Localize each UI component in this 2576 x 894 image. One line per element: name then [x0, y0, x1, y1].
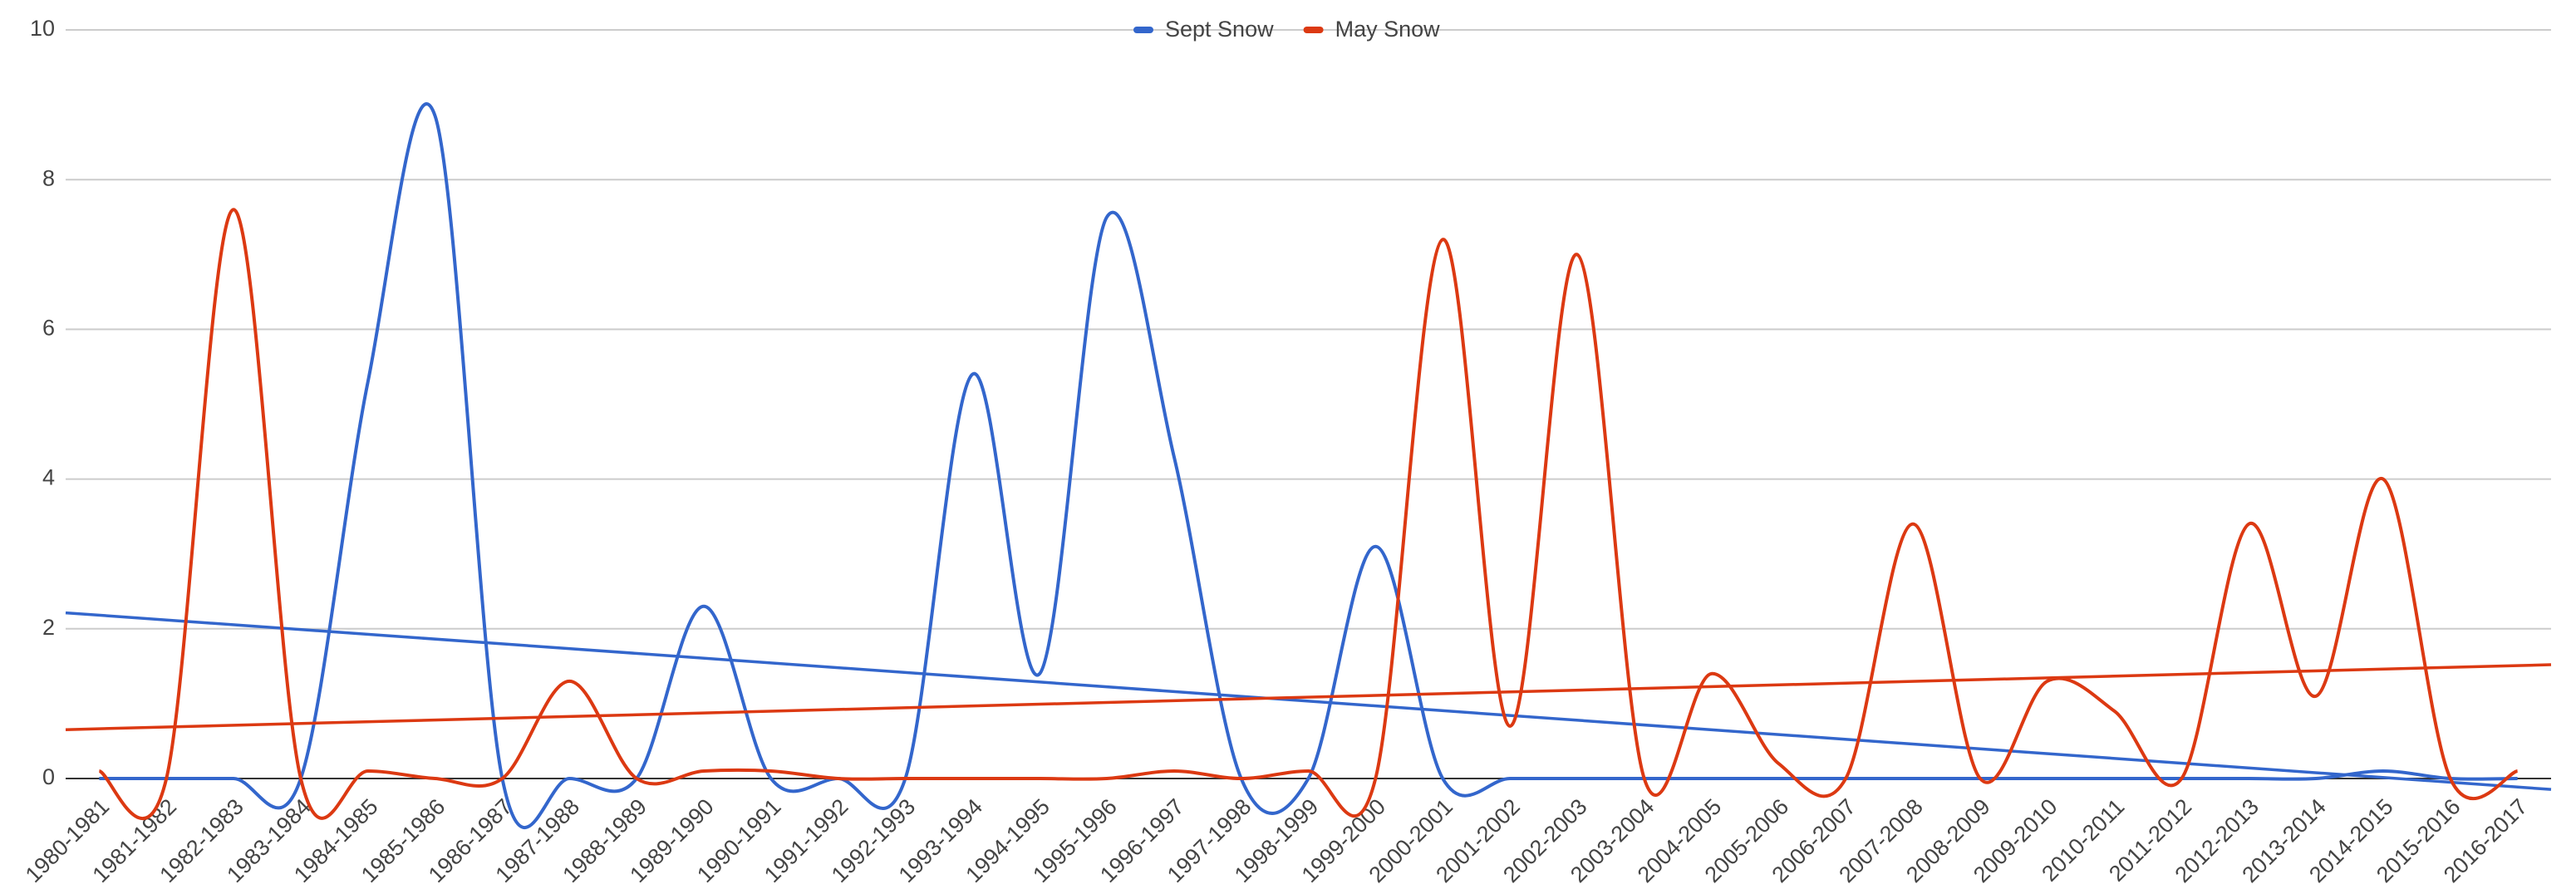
y-tick-label: 6 — [42, 316, 55, 341]
y-tick-label: 0 — [42, 764, 55, 789]
y-tick-label: 2 — [42, 615, 55, 640]
y-tick-label: 8 — [42, 165, 55, 190]
legend-marker — [1133, 27, 1153, 33]
trendline — [65, 611, 2552, 791]
legend: Sept Snow May Snow — [1133, 17, 1440, 42]
y-tick-label: 4 — [42, 465, 55, 490]
legend-marker — [1303, 27, 1324, 33]
series-line — [98, 208, 2519, 820]
legend-label: May Snow — [1335, 17, 1441, 42]
trendline — [65, 663, 2552, 731]
series-line — [99, 102, 2518, 830]
legend-label: Sept Snow — [1165, 17, 1274, 42]
y-tick-label: 10 — [30, 16, 55, 41]
